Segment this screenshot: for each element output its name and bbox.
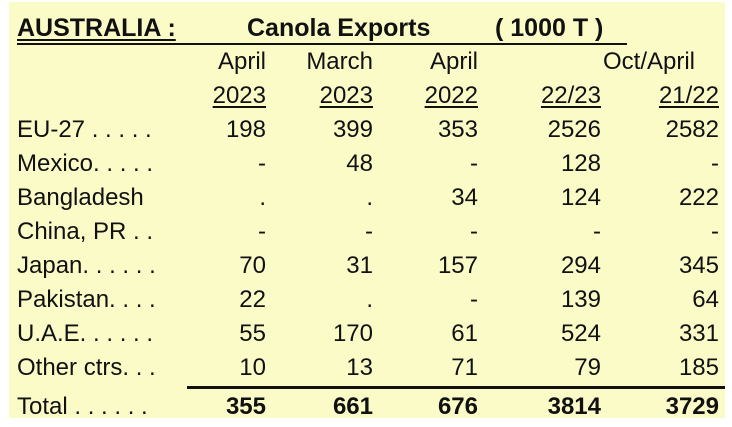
table-title: AUSTRALIA : Canola Exports ( 1000 T ) (17, 14, 603, 42)
cell-april-2022: 61 (451, 320, 478, 347)
cell-march-2023: 13 (346, 354, 373, 381)
cell-oct-apr-2122: 2582 (665, 116, 719, 143)
col-header-5-bottom: 21/22 (658, 82, 719, 109)
col-header-2-bottom: 2023 (319, 82, 373, 109)
title-underline (17, 43, 627, 45)
table-row: China, PR . . - - - - - (9, 218, 725, 252)
cell-april-2023: 10 (239, 354, 266, 381)
cell-oct-apr-2223: 294 (560, 252, 601, 279)
table-row: Mexico. . . . . - 48 - 128 - (9, 150, 725, 184)
cell-oct-apr-2122: 185 (678, 354, 719, 381)
col-header-1-bottom: 2023 (212, 82, 266, 109)
cell-oct-apr-2122: 331 (678, 320, 719, 347)
cell-april-2023: - (258, 218, 266, 245)
cell-march-2023: . (366, 286, 373, 313)
table-row: Japan. . . . . . 70 31 157 294 345 (9, 252, 725, 286)
row-label: EU-27 . . . . . (17, 116, 152, 143)
row-label: Bangladesh (17, 184, 144, 211)
total-march-2023: 661 (332, 393, 373, 420)
table-row: Other ctrs. . . 10 13 71 79 185 (9, 354, 725, 388)
cell-march-2023: . (366, 184, 373, 211)
cell-april-2022: - (470, 286, 478, 313)
total-label: Total . . . . . . (17, 393, 148, 420)
cell-oct-apr-2122: - (711, 218, 719, 245)
table-row: Pakistan. . . . 22 . - 139 64 (9, 286, 725, 320)
cell-march-2023: 48 (346, 150, 373, 177)
total-april-2022: 676 (437, 393, 478, 420)
row-label: China, PR . . (17, 218, 154, 245)
cell-oct-apr-2223: 524 (560, 320, 601, 347)
cell-oct-apr-2223: 124 (560, 184, 601, 211)
cell-april-2023: 55 (239, 320, 266, 347)
col-header-3-bottom: 2022 (424, 82, 478, 109)
cell-april-2023: 22 (239, 286, 266, 313)
row-label: Pakistan. . . . (17, 286, 156, 313)
row-label: Other ctrs. . . (17, 354, 156, 381)
cell-oct-apr-2122: 64 (692, 286, 719, 313)
table-panel: AUSTRALIA : Canola Exports ( 1000 T ) Ap… (9, 2, 725, 420)
cell-march-2023: 170 (332, 320, 373, 347)
cell-oct-apr-2223: 79 (574, 354, 601, 381)
col-header-4-bottom: 22/23 (540, 82, 601, 109)
row-label: Japan. . . . . . (17, 252, 156, 279)
cell-april-2022: 34 (451, 184, 478, 211)
table-row: Bangladesh . . 34 124 222 (9, 184, 725, 218)
col-header-1-top: April (217, 48, 266, 75)
col-header-3-top: April (429, 48, 478, 75)
cell-oct-apr-2223: 2526 (547, 116, 601, 143)
total-row: Total . . . . . . 355 661 676 3814 3729 (9, 393, 725, 427)
cell-march-2023: 399 (332, 116, 373, 143)
title-country: AUSTRALIA : (17, 14, 176, 42)
table-row: U.A.E. . . . . . 55 170 61 524 331 (9, 320, 725, 354)
total-rule (187, 386, 725, 389)
cell-april-2022: - (470, 218, 478, 245)
total-oct-apr-2223: 3814 (547, 393, 601, 420)
cell-april-2023: 198 (225, 116, 266, 143)
cell-april-2022: - (470, 150, 478, 177)
col-header-4-top: Oct/April (602, 48, 695, 75)
title-product: Canola Exports (247, 14, 431, 42)
cell-oct-apr-2223: - (593, 218, 601, 245)
cell-oct-apr-2223: 139 (560, 286, 601, 313)
cell-april-2023: . (259, 184, 266, 211)
row-label: U.A.E. . . . . . (17, 320, 154, 347)
cell-march-2023: 31 (346, 252, 373, 279)
cell-april-2022: 353 (437, 116, 478, 143)
col-header-2-top: March (306, 48, 373, 75)
total-oct-apr-2122: 3729 (665, 393, 719, 420)
table-row: EU-27 . . . . . 198 399 353 2526 2582 (9, 116, 725, 150)
cell-april-2023: 70 (239, 252, 266, 279)
cell-april-2022: 157 (437, 252, 478, 279)
total-april-2023: 355 (225, 393, 266, 420)
cell-oct-apr-2223: 128 (560, 150, 601, 177)
cell-oct-apr-2122: 222 (678, 184, 719, 211)
cell-oct-apr-2122: 345 (678, 252, 719, 279)
title-unit: ( 1000 T ) (495, 14, 604, 42)
cell-april-2023: - (258, 150, 266, 177)
cell-april-2022: 71 (451, 354, 478, 381)
row-label: Mexico. . . . . (17, 150, 154, 177)
cell-march-2023: - (365, 218, 373, 245)
cell-oct-apr-2122: - (711, 150, 719, 177)
